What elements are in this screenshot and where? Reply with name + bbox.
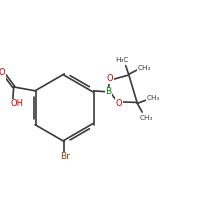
Text: Br: Br xyxy=(60,152,70,161)
Text: CH₃: CH₃ xyxy=(146,95,160,101)
Text: B: B xyxy=(105,87,111,96)
Text: OH: OH xyxy=(11,99,24,108)
Text: O: O xyxy=(0,68,5,77)
Text: CH₃: CH₃ xyxy=(139,115,153,121)
Text: O: O xyxy=(107,74,114,83)
Text: H₃C: H₃C xyxy=(115,57,128,63)
Text: O: O xyxy=(116,99,122,108)
Text: CH₃: CH₃ xyxy=(137,65,151,71)
